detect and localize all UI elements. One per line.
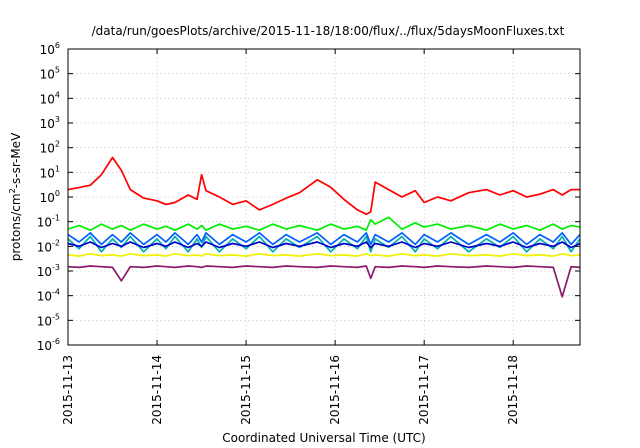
- y-axis-label-prefix: protons/cm: [9, 193, 23, 261]
- y-tick-label: 106: [40, 41, 60, 57]
- y-tick-label: 10-1: [37, 214, 60, 230]
- series-line: [67, 156, 580, 216]
- x-tick-label: 2015-11-13: [61, 355, 75, 425]
- y-tick-label: 104: [40, 90, 60, 106]
- y-tick-label: 10-3: [37, 263, 60, 279]
- series-line: [67, 216, 581, 232]
- y-tick-label: 105: [40, 66, 60, 82]
- x-tick-label: 2015-11-18: [506, 355, 520, 425]
- y-tick-label: 10-6: [37, 337, 60, 353]
- y-tick-label: 10-4: [37, 288, 60, 304]
- y-axis-label: protons/cm2-s-sr-MeV: [8, 132, 23, 261]
- y-axis-label-suffix: -s-sr-MeV: [9, 132, 23, 188]
- y-axis-label-exponent: 2: [8, 188, 17, 193]
- x-tick-label: 2015-11-16: [328, 355, 342, 425]
- chart-title: /data/run/goesPlots/archive/2015-11-18/1…: [92, 24, 565, 38]
- series-line: [67, 252, 581, 257]
- x-tick-label: 2015-11-15: [239, 355, 253, 425]
- y-tick-label: 10-5: [37, 312, 60, 328]
- y-tick-label: 103: [40, 115, 60, 131]
- y-tick-label: 102: [40, 140, 60, 156]
- x-axis-ticks: 2015-11-13 2015-11-14 2015-11-15 2015-11-16…: [61, 49, 520, 425]
- grid: [68, 49, 580, 345]
- y-tick-label: 10-2: [37, 238, 60, 254]
- series-line: [67, 232, 581, 246]
- y-tick-label: 100: [40, 189, 60, 205]
- y-axis-ticks: 10-6 10-5 10-4 10-3 10-2 10-1 100 101 102 103 104 1…: [37, 41, 580, 353]
- x-axis-label: Coordinated Universal Time (UTC): [222, 431, 425, 445]
- y-tick-label: 101: [40, 164, 60, 180]
- x-tick-label: 2015-11-14: [150, 355, 164, 425]
- series-line: [67, 241, 581, 249]
- x-tick-label: 2015-11-17: [417, 355, 431, 425]
- series-layer: [67, 156, 581, 298]
- series-line: [67, 265, 581, 298]
